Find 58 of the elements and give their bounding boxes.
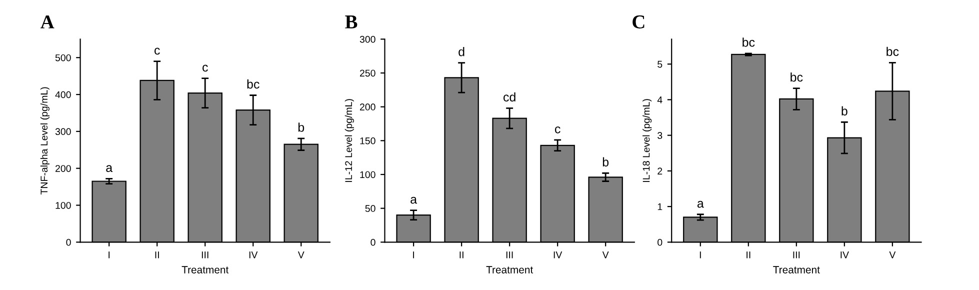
y-tick-label: 1: [658, 203, 662, 210]
y-axis-title: IL-12 Level (pg/mL): [344, 99, 354, 182]
y-tick-label: 0: [66, 238, 71, 246]
x-axis-title: Treatment: [182, 266, 229, 274]
x-tick-label: V: [602, 252, 609, 258]
annotation: a: [697, 200, 704, 208]
chart-title: C: [632, 15, 644, 28]
x-tick-label: III: [506, 252, 513, 258]
annotation: d: [458, 47, 464, 56]
x-tick-label: I: [700, 252, 701, 258]
x-tick-label: V: [889, 252, 896, 258]
x-tick-label: V: [298, 252, 304, 258]
y-tick-label: 150: [360, 137, 376, 144]
annotation: bc: [886, 46, 899, 56]
y-tick-label: 250: [360, 70, 376, 77]
x-tick-label: IV: [249, 252, 258, 258]
y-tick-label: 400: [55, 91, 71, 98]
x-tick-label: II: [746, 252, 750, 258]
y-tick-label: 300: [360, 36, 376, 43]
annotation: bc: [742, 38, 755, 47]
y-tick-label: 0: [658, 238, 662, 246]
x-tick-label: IV: [840, 252, 849, 258]
annotation: a: [410, 196, 418, 204]
annotation: a: [106, 165, 113, 172]
y-tick-label: 0: [370, 238, 376, 246]
y-tick-label: 100: [360, 171, 376, 178]
annotation: c: [154, 48, 160, 55]
y-axis-title: TNF-alpha Level (pg/mL): [40, 87, 50, 194]
x-tick-label: I: [108, 252, 110, 258]
x-tick-label: III: [793, 252, 800, 258]
chart-title: A: [40, 15, 54, 28]
y-tick-label: 4: [657, 96, 662, 104]
annotation: bc: [790, 72, 803, 82]
y-axis-title: IL-18 Level (pg/mL): [642, 99, 652, 182]
annotation: b: [602, 157, 609, 166]
x-axis-title: Treatment: [773, 266, 820, 274]
annotation: c: [202, 64, 208, 72]
y-tick-label: 500: [55, 54, 71, 62]
y-tick-label: 100: [56, 202, 71, 209]
y-tick-label: 5: [658, 60, 662, 68]
chart-title: B: [345, 16, 358, 28]
annotation: cd: [504, 92, 516, 102]
annotation: c: [554, 126, 560, 134]
annotation: b: [842, 106, 848, 116]
x-tick-label: II: [460, 252, 464, 258]
y-tick-label: 50: [365, 205, 376, 212]
y-tick-label: 300: [55, 128, 71, 136]
y-tick-label: 2: [658, 168, 662, 174]
y-tick-label: 200: [56, 165, 71, 172]
annotation: b: [298, 122, 304, 132]
x-tick-label: IV: [554, 252, 562, 258]
y-tick-label: 200: [360, 104, 376, 110]
x-tick-label: I: [413, 252, 414, 258]
annotation: bc: [247, 79, 260, 89]
y-tick-label: 3: [658, 132, 662, 139]
x-tick-label: III: [202, 252, 208, 258]
x-tick-label: II: [155, 252, 159, 258]
x-axis-title: Treatment: [486, 266, 534, 274]
